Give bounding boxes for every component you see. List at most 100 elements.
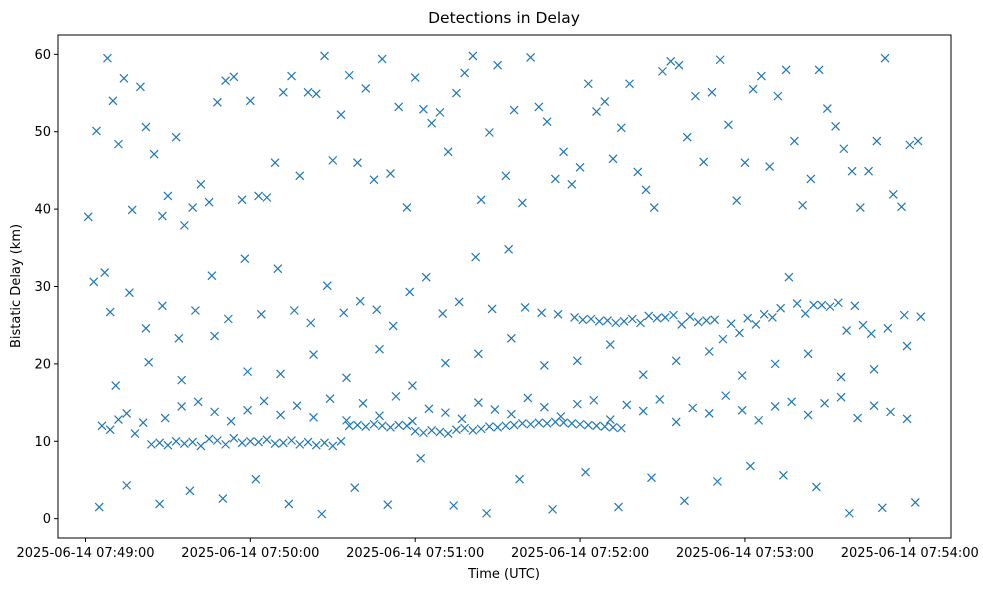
data-point [765, 162, 775, 171]
data-point [589, 395, 599, 405]
data-point [270, 439, 280, 449]
data-point [608, 154, 618, 164]
data-point [237, 195, 247, 205]
data-point [471, 252, 481, 262]
data-point [625, 79, 634, 89]
data-point [386, 422, 395, 432]
data-point [674, 60, 684, 70]
data-point [506, 409, 516, 419]
data-point [155, 499, 165, 509]
data-point [353, 158, 362, 168]
data-point [814, 65, 824, 75]
data-point [910, 497, 920, 507]
data-point [295, 439, 305, 449]
data-point [831, 121, 841, 131]
data-point [877, 503, 887, 513]
data-point [210, 407, 220, 417]
data-point [842, 326, 852, 336]
data-point [614, 502, 623, 512]
data-point [756, 71, 766, 81]
data-point [111, 381, 121, 390]
data-markers [83, 51, 926, 519]
data-point [289, 306, 299, 315]
data-point [515, 474, 525, 484]
data-point [638, 370, 648, 380]
data-point [350, 483, 360, 493]
data-point [342, 415, 351, 425]
data-point [163, 191, 173, 201]
data-point [391, 391, 401, 401]
data-point [822, 104, 832, 113]
data-point [416, 453, 426, 463]
data-point [506, 333, 516, 343]
data-point [336, 110, 346, 120]
data-point [394, 420, 404, 430]
data-point [138, 418, 148, 428]
x-tick-label: 2025-06-14 07:50:00 [181, 546, 319, 561]
data-point [419, 104, 428, 114]
data-point [773, 91, 783, 101]
data-point [449, 501, 459, 510]
data-point [526, 53, 536, 62]
data-point [836, 372, 846, 382]
data-point [833, 298, 843, 308]
data-point [259, 396, 269, 406]
data-point [157, 211, 167, 221]
x-tick-label: 2025-06-14 07:53:00 [676, 546, 814, 561]
data-point [605, 415, 615, 425]
data-point [185, 486, 195, 496]
data-point [292, 401, 302, 411]
data-point [276, 369, 285, 379]
data-point [424, 404, 434, 414]
data-point [377, 54, 387, 64]
data-point [361, 422, 371, 431]
data-point [328, 441, 338, 451]
data-point [616, 123, 626, 133]
y-axis: 0 10 20 30 40 50 60 [34, 48, 58, 527]
x-tick-label: 2025-06-14 07:52:00 [511, 546, 649, 561]
data-point [839, 144, 849, 154]
data-point [226, 416, 236, 426]
data-point [188, 437, 198, 447]
data-point [177, 375, 187, 385]
data-point [594, 316, 604, 326]
data-point [770, 359, 780, 369]
data-point [114, 415, 123, 425]
data-point [649, 203, 659, 212]
data-point [520, 302, 530, 312]
data-point [724, 120, 733, 130]
data-point [487, 304, 497, 314]
data-point [897, 202, 906, 212]
data-point [638, 406, 648, 416]
data-point [509, 105, 519, 115]
data-point [97, 421, 107, 431]
data-point [245, 96, 255, 106]
data-point [443, 147, 453, 157]
data-point [441, 408, 450, 418]
y-tick-label: 50 [34, 125, 51, 140]
data-point [751, 319, 761, 329]
data-point [386, 169, 395, 178]
data-point [817, 300, 827, 310]
data-point [704, 408, 714, 418]
data-point [196, 179, 206, 189]
data-point [567, 419, 577, 428]
data-point [188, 203, 198, 212]
data-point [592, 421, 601, 431]
y-tick-label: 10 [34, 435, 51, 450]
data-point [693, 317, 703, 327]
data-point [146, 439, 156, 449]
data-point [655, 395, 665, 404]
x-tick-label: 2025-06-14 07:54:00 [841, 546, 979, 561]
data-point [421, 272, 431, 282]
data-point [899, 310, 909, 320]
data-point [122, 480, 132, 490]
data-point [196, 441, 206, 451]
data-point [149, 149, 159, 159]
data-point [114, 139, 123, 149]
data-point [254, 437, 264, 447]
y-tick-label: 60 [34, 48, 51, 63]
data-point [688, 403, 698, 413]
data-point [83, 212, 93, 222]
data-point [902, 341, 912, 351]
